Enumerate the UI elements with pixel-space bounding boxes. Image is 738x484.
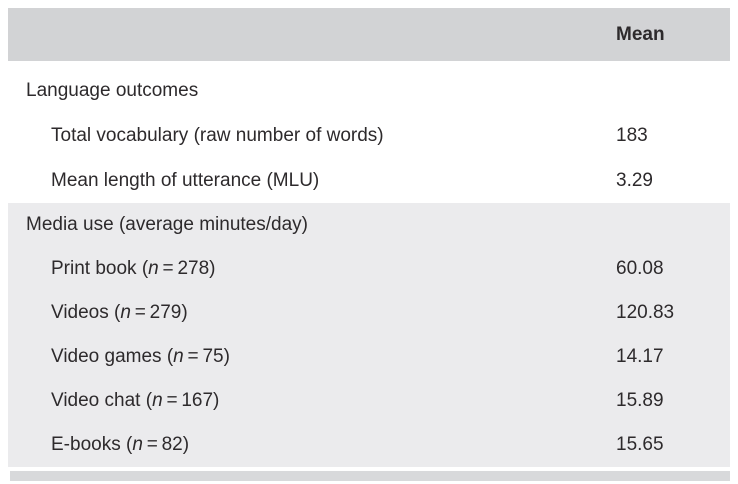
row-n-symbol: n	[132, 434, 143, 455]
row-label-prefix: E-books (	[51, 434, 133, 455]
row-n-symbol: n	[120, 302, 131, 323]
row-label-suffix: = 82)	[142, 434, 190, 455]
row-label-prefix: Video chat (	[51, 390, 153, 411]
row-label: Video games (n = 75)	[8, 346, 615, 368]
row-n-symbol: n	[148, 258, 159, 279]
table-row: Mean length of utterance (MLU) 3.29	[8, 158, 730, 203]
row-label: Mean length of utterance (MLU)	[8, 170, 615, 192]
table-row: Video chat (n = 167) 15.89	[8, 379, 730, 423]
table-row: Video games (n = 75) 14.17	[8, 335, 730, 379]
mean-column-header: Mean	[616, 23, 665, 45]
section-title-row: Language outcomes	[8, 68, 730, 113]
row-mean-value: 120.83	[616, 302, 675, 323]
section-language-outcomes: Language outcomes Total vocabulary (raw …	[8, 61, 730, 203]
row-mean-value: 3.29	[616, 169, 653, 191]
table-header-row: Mean	[8, 8, 730, 61]
row-label: Videos (n = 279)	[8, 302, 615, 324]
row-mean-value: 183	[616, 124, 648, 146]
section-media-use: Media use (average minutes/day) Print bo…	[8, 203, 730, 467]
section-title: Media use (average minutes/day)	[26, 214, 308, 235]
row-mean-value: 15.89	[616, 390, 664, 411]
row-label-suffix: = 167)	[162, 390, 220, 411]
row-label: Video chat (n = 167)	[8, 390, 615, 412]
table-row: Videos (n = 279) 120.83	[8, 291, 730, 335]
row-label: E-books (n = 82)	[8, 434, 615, 456]
row-n-symbol: n	[173, 346, 184, 367]
row-n-symbol: n	[152, 390, 163, 411]
row-label-prefix: Total vocabulary (raw number of words)	[51, 124, 384, 146]
row-label-suffix: = 75)	[183, 346, 230, 367]
section-title-row: Media use (average minutes/day)	[8, 203, 730, 247]
table-row: Print book (n = 278) 60.08	[8, 247, 730, 291]
table-row: E-books (n = 82) 15.65	[8, 423, 730, 467]
row-label: Total vocabulary (raw number of words)	[8, 125, 615, 147]
row-label-suffix: = 279)	[130, 302, 188, 323]
section-title: Language outcomes	[26, 79, 199, 101]
row-label-suffix: = 278)	[158, 258, 216, 279]
row-label: Print book (n = 278)	[8, 258, 615, 280]
row-label-prefix: Video games (	[51, 346, 174, 367]
row-label-prefix: Print book (	[51, 258, 149, 279]
row-label-prefix: Mean length of utterance (MLU)	[51, 169, 320, 191]
table-row: Total vocabulary (raw number of words) 1…	[8, 113, 730, 158]
row-mean-value: 15.65	[616, 434, 664, 455]
row-mean-value: 60.08	[616, 258, 664, 279]
partial-row-strip	[10, 471, 730, 481]
row-mean-value: 14.17	[616, 346, 664, 367]
row-label-prefix: Videos (	[51, 302, 121, 323]
